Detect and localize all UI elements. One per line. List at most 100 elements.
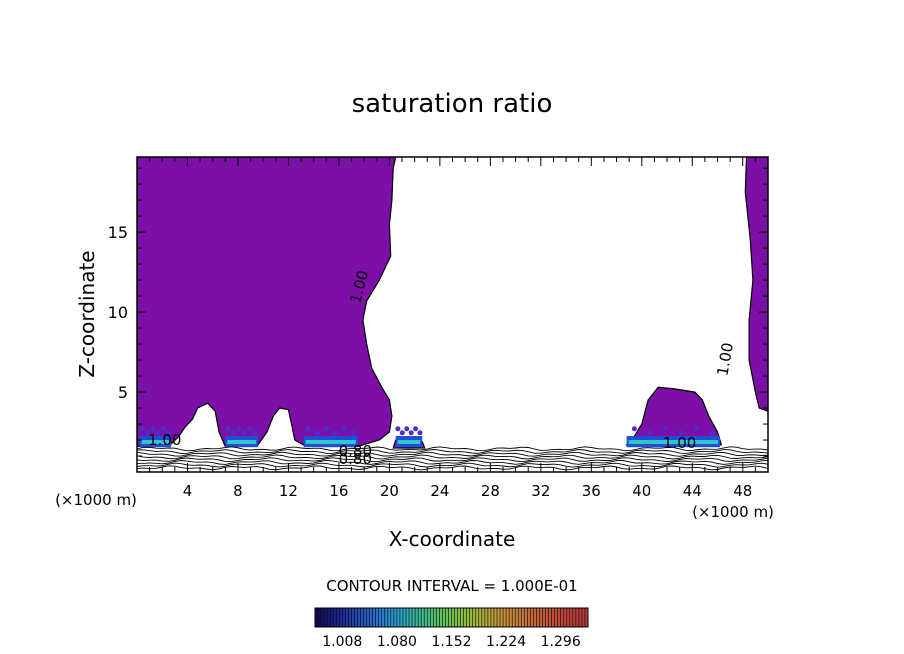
colorbar-swatch [384,608,389,627]
colorbar-swatch [369,608,374,627]
colorbar-swatch [421,608,425,627]
colorbar-frame [314,607,589,628]
contour-label: 0.80 [339,442,372,460]
x-tick-label: 8 [233,482,243,500]
contour-label: 1.00 [148,431,181,449]
x-tick-label: 28 [481,482,500,500]
contour-line [137,446,768,452]
colorbar-swatch [524,608,528,627]
colorbar-swatch [539,608,543,627]
colorbar-swatch [375,608,380,627]
contour-label: 1.00 [713,341,737,377]
colorbar-swatch [406,608,410,627]
saturation-speck [323,426,329,432]
y-tick-labels: 5 10 15 [108,223,128,402]
colorbar-swatch [481,608,486,627]
x-axis-label: X-coordinate [389,527,516,551]
saturation-speck [341,426,347,432]
contour-line [137,457,768,463]
colorbar-swatch [324,608,328,627]
colorbar-swatch [490,608,495,627]
colorbar-swatch [381,608,386,627]
colorbar-swatch [475,608,480,627]
colorbar-swatch [345,608,349,627]
colorbar-swatch [427,608,431,627]
x-tick-label: 4 [183,482,193,500]
colorbar-swatch [566,608,571,627]
saturation-speck [709,430,715,436]
colorbar-swatch [515,608,519,627]
saturation-speck [395,426,401,432]
x-tick-label: 32 [531,482,550,500]
x-tick-label: 40 [632,482,651,500]
colorbar-swatch [348,608,352,627]
x-tick-label: 44 [683,482,702,500]
saturation-speck [314,430,320,436]
colorbar-swatch [402,608,407,627]
saturation-speck [647,430,653,436]
colorbar-swatch [506,608,510,627]
colorbar-swatch [339,608,343,627]
colorbar-swatch [448,608,452,627]
colorbar-swatch [530,608,534,627]
colorbar-swatch [554,608,559,627]
x-tick-label: 36 [582,482,601,500]
contour-interval-label: CONTOUR INTERVAL = 1.000E-01 [326,577,577,595]
colorbar-swatch [387,608,392,627]
colorbar-swatch [342,608,346,627]
colorbar-swatch [372,608,377,627]
colorbar-swatch [321,608,325,627]
contour-line [137,451,768,457]
x-tick-label: 12 [279,482,298,500]
colorbar-swatch [463,608,468,627]
colorbar-swatch [357,608,361,627]
colorbar-swatch [500,608,504,627]
colorbar-swatch [363,608,367,627]
saturation-speck [332,430,338,436]
saturation-band-core-1 [141,440,170,445]
colorbar-swatch [478,608,483,627]
colorbar-swatch [318,608,322,627]
colorbar-swatch [393,608,398,627]
x-unit-right: (×1000 m) [692,503,774,521]
colorbar-swatch [484,608,489,627]
y-axis-label: Z-coordinate [75,250,99,377]
saturation-speck [165,430,171,436]
colorbar-swatch [487,608,492,627]
colorbar-swatch [493,608,498,627]
colorbar-swatch [424,608,428,627]
colorbar-swatch [584,608,589,627]
colorbar-swatch [366,608,370,627]
colorbar-tick-label: 1.008 [322,634,362,650]
saturation-speck [144,430,150,436]
colorbar-swatch [399,608,404,627]
x-tick-labels: 4 8 12 16 20 24 28 32 36 40 44 48 [183,482,753,500]
contour-line [137,459,768,465]
saturation-speck [408,430,414,436]
colorbar-swatch [390,608,395,627]
y-tick-label: 5 [118,383,128,402]
colorbar-swatch [445,608,449,627]
saturation-speck [417,430,423,436]
colorbar-tick-label: 1.296 [541,634,581,650]
colorbar-swatch [469,608,474,627]
colorbar-swatch [512,608,516,627]
colorbar-swatch [551,608,556,627]
colorbar-swatch [563,608,568,627]
saturation-speck [160,426,166,432]
saturation-speck [413,426,419,432]
colorbar-swatch [378,608,383,627]
colorbar-swatch [454,608,458,627]
colorbar-tick-label: 1.152 [431,634,471,650]
y-tick-label: 10 [108,303,128,322]
saturation-band-core-5 [397,440,421,445]
x-tick-label: 20 [380,482,399,500]
saturation-speck [231,430,236,436]
saturation-speck [155,430,161,436]
saturation-speck [350,430,356,436]
saturation-speck [694,426,700,432]
colorbar-swatch [497,608,501,627]
saturation-speck [663,426,669,432]
colorbar-swatch [548,608,552,627]
